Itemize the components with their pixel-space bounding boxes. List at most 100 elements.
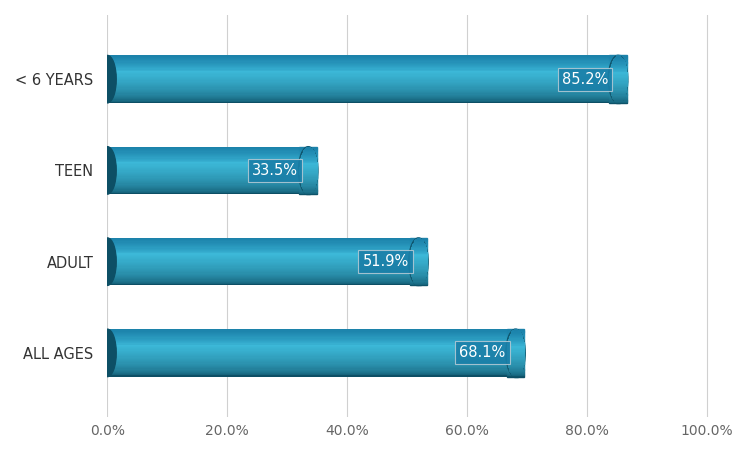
Bar	[108, 265, 418, 266]
Bar	[508, 365, 523, 366]
Bar	[609, 76, 627, 77]
FancyBboxPatch shape	[299, 154, 317, 155]
Bar	[108, 368, 516, 370]
FancyBboxPatch shape	[299, 159, 317, 160]
Bar	[610, 85, 626, 86]
Bar	[609, 82, 626, 84]
Bar	[108, 169, 308, 170]
Bar	[108, 271, 418, 272]
Bar	[508, 337, 523, 339]
Bar	[108, 149, 308, 150]
FancyBboxPatch shape	[410, 269, 427, 270]
Bar	[410, 253, 427, 255]
Bar	[108, 351, 516, 352]
FancyBboxPatch shape	[609, 68, 627, 70]
Bar	[301, 182, 316, 183]
FancyBboxPatch shape	[507, 345, 524, 346]
Bar	[414, 280, 423, 282]
Bar	[411, 276, 426, 277]
Bar	[108, 82, 618, 84]
Bar	[507, 346, 524, 347]
FancyBboxPatch shape	[299, 186, 317, 187]
FancyBboxPatch shape	[507, 332, 524, 333]
FancyBboxPatch shape	[507, 353, 524, 354]
Bar	[610, 70, 626, 71]
Bar	[410, 269, 427, 270]
Bar	[108, 372, 516, 373]
Bar	[108, 84, 618, 85]
Bar	[304, 190, 313, 192]
Bar	[108, 159, 308, 161]
Bar	[302, 151, 314, 153]
FancyBboxPatch shape	[507, 371, 524, 372]
Bar	[411, 274, 426, 275]
Bar	[410, 267, 427, 269]
FancyBboxPatch shape	[507, 374, 524, 376]
Bar	[509, 336, 522, 337]
Bar	[507, 352, 524, 353]
Bar	[108, 255, 418, 257]
Bar	[108, 193, 308, 194]
FancyBboxPatch shape	[609, 87, 627, 89]
FancyBboxPatch shape	[299, 172, 317, 173]
Bar	[108, 338, 516, 340]
Bar	[610, 88, 626, 90]
Bar	[609, 78, 627, 79]
Bar	[108, 190, 308, 192]
FancyBboxPatch shape	[410, 260, 427, 262]
FancyBboxPatch shape	[609, 96, 627, 97]
Bar	[108, 269, 418, 270]
FancyBboxPatch shape	[410, 246, 427, 247]
Bar	[412, 277, 425, 278]
Bar	[108, 82, 618, 83]
Bar	[511, 333, 520, 334]
Bar	[108, 276, 418, 277]
Bar	[108, 80, 618, 82]
Bar	[414, 282, 423, 283]
FancyBboxPatch shape	[507, 349, 524, 351]
FancyBboxPatch shape	[299, 162, 317, 163]
Bar	[616, 55, 620, 57]
FancyBboxPatch shape	[299, 161, 317, 162]
Bar	[412, 245, 425, 246]
Bar	[108, 240, 418, 241]
FancyBboxPatch shape	[299, 178, 317, 180]
Bar	[108, 264, 418, 265]
Bar	[108, 101, 618, 103]
FancyBboxPatch shape	[299, 184, 317, 186]
Bar	[108, 255, 418, 256]
Bar	[507, 347, 524, 348]
Bar	[108, 189, 308, 191]
FancyBboxPatch shape	[507, 335, 524, 336]
Bar	[108, 252, 418, 253]
Bar	[410, 265, 427, 266]
Bar	[108, 63, 618, 65]
Bar	[108, 253, 418, 255]
Bar	[108, 156, 308, 157]
Bar	[108, 251, 418, 252]
Bar	[108, 245, 418, 246]
Bar	[108, 168, 308, 169]
FancyBboxPatch shape	[507, 357, 524, 359]
Bar	[108, 65, 618, 66]
Bar	[508, 341, 523, 342]
Bar	[299, 167, 317, 168]
Bar	[108, 340, 516, 341]
Bar	[410, 261, 427, 263]
Bar	[508, 366, 523, 367]
Bar	[299, 174, 317, 175]
FancyBboxPatch shape	[609, 95, 627, 96]
Bar	[108, 348, 516, 349]
FancyBboxPatch shape	[410, 247, 427, 249]
Bar	[108, 277, 418, 278]
Bar	[108, 186, 308, 187]
Bar	[108, 78, 618, 79]
FancyBboxPatch shape	[507, 357, 524, 358]
Bar	[507, 355, 524, 357]
FancyBboxPatch shape	[507, 355, 524, 357]
Bar	[108, 163, 308, 164]
Bar	[108, 239, 418, 240]
Bar	[108, 330, 516, 332]
Bar	[610, 68, 626, 70]
Bar	[410, 257, 427, 258]
